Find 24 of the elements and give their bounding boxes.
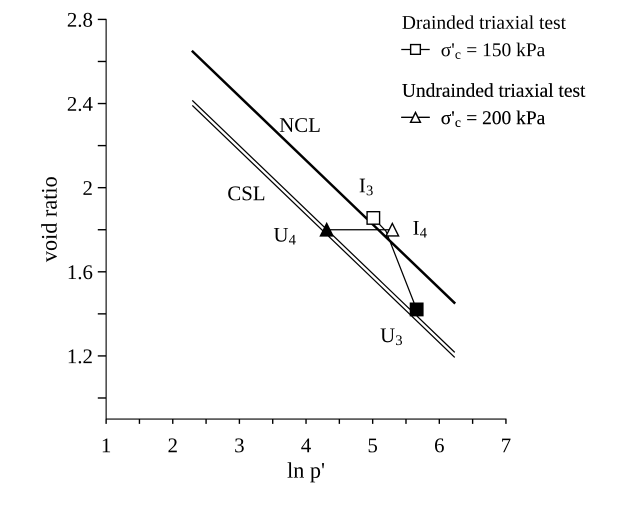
annotation: CSL	[228, 186, 264, 200]
y-tick-label: 2.4	[68, 96, 93, 112]
x-tick-label: 1	[102, 438, 110, 452]
y-tick-label: 2.8	[68, 12, 92, 27]
annotation: I$_{4}$	[413, 220, 427, 238]
annotation: Drainded triaxial test	[402, 15, 566, 29]
x-tick-label: 2	[168, 438, 177, 452]
y-tick-label: 1.2	[68, 349, 92, 364]
y-tick-label: 2	[83, 181, 92, 195]
legend-label: σ'$_{c}$ = 150 kPa	[442, 42, 546, 59]
x-tick-label: 5	[368, 438, 378, 452]
x-tick-label: 3	[235, 438, 244, 452]
y-axis-title: void ratio	[41, 177, 57, 262]
annotation: I$_{3}$	[360, 178, 373, 196]
x-tick-label: 6	[434, 438, 444, 452]
annotation: NCL	[280, 118, 320, 132]
annotation: U$_{4}$	[274, 228, 296, 244]
x-tick-label: 4	[301, 438, 311, 452]
x-tick-label: 7	[502, 438, 511, 452]
annotation: U$_{3}$	[380, 328, 402, 346]
x-axis-title: ln p'	[288, 462, 324, 482]
annotation: Undrainded triaxial test	[402, 83, 586, 97]
legend-label: σ'$_{c}$ = 200 kPa	[442, 110, 546, 127]
y-tick-label: 1.6	[68, 265, 92, 280]
